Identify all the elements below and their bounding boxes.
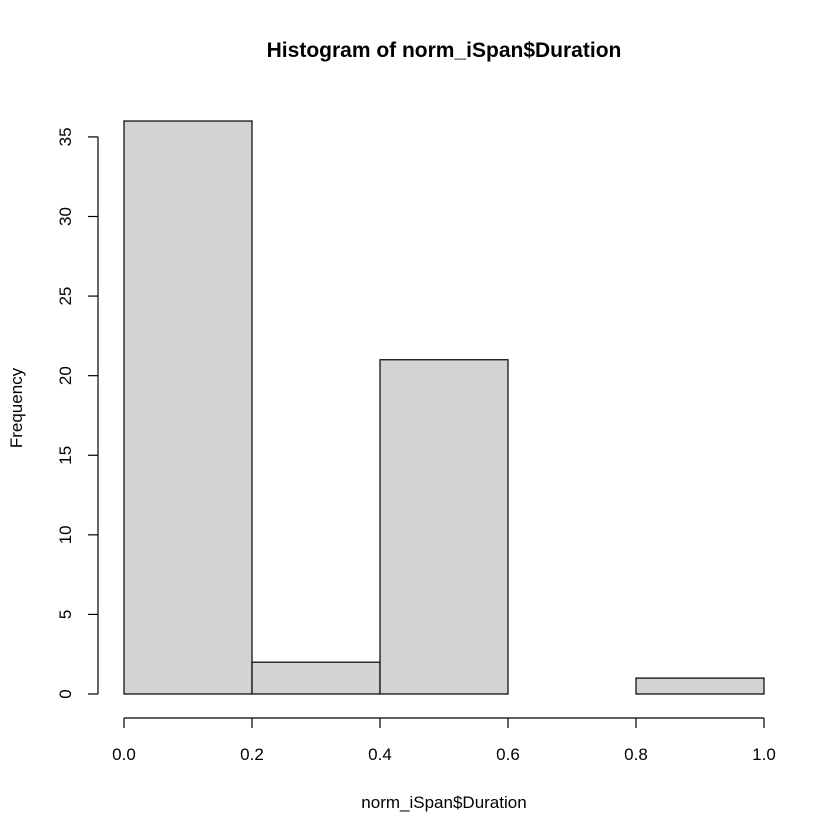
histogram-bar-0 [123,120,253,695]
histogram-bar-1 [251,661,381,695]
histogram-bar-4 [635,677,765,695]
y-axis: 0 5 10 15 20 25 30 35 [56,127,99,699]
y-tick-label: 5 [56,610,75,619]
x-tick-label: 0.8 [624,745,648,764]
x-tick-label: 0.6 [496,745,520,764]
x-tick-label: 1.0 [752,745,776,764]
y-tick-label: 10 [56,525,75,544]
x-axis: 0.0 0.2 0.4 0.6 0.8 1.0 [112,717,776,764]
y-tick-label: 30 [56,207,75,226]
x-axis-title: norm_iSpan$Duration [361,793,526,812]
chart-title: Histogram of norm_iSpan$Duration [267,39,622,62]
bars-group [123,120,765,695]
y-tick-label: 20 [56,366,75,385]
x-tick-label: 0.2 [240,745,264,764]
y-tick-label: 35 [56,127,75,146]
y-tick-label: 15 [56,446,75,465]
y-tick-label: 0 [56,689,75,698]
x-tick-label: 0.0 [112,745,136,764]
y-axis-title: Frequency [7,367,26,448]
histogram-bar-2 [379,359,509,695]
y-tick-label: 25 [56,287,75,306]
x-tick-label: 0.4 [368,745,392,764]
